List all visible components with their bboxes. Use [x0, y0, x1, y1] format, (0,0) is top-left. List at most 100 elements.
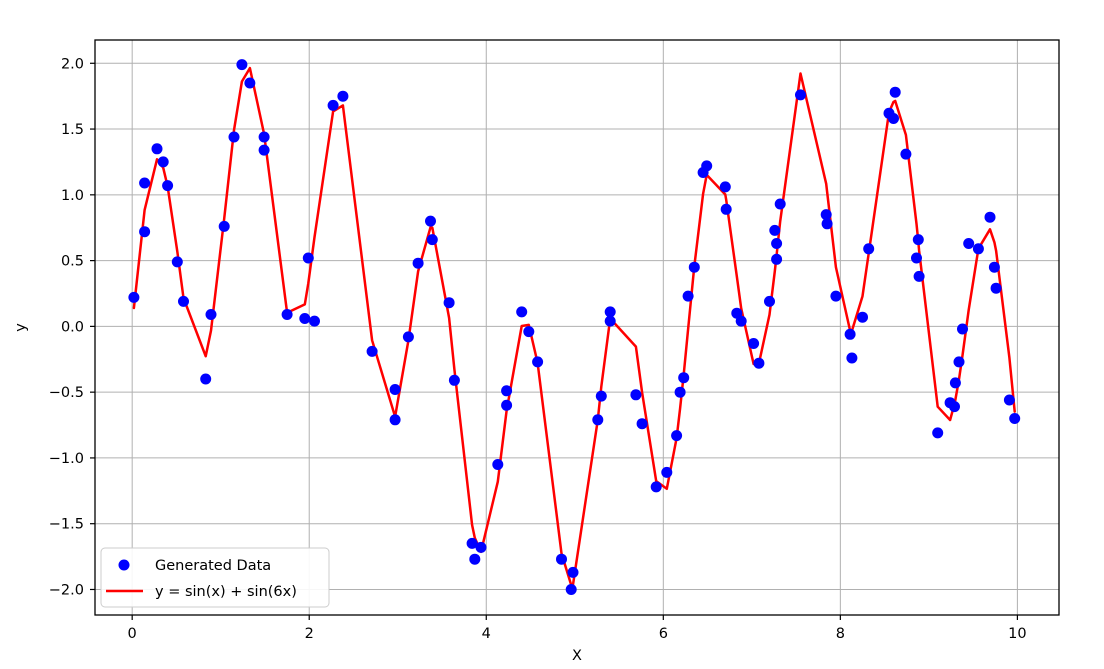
scatter-point	[604, 315, 616, 327]
scatter-point	[650, 481, 662, 493]
grid-lines	[95, 40, 1059, 615]
scatter-point	[501, 385, 513, 397]
y-tick-label: −0.5	[49, 385, 84, 401]
y-tick-label: 1.5	[61, 122, 84, 138]
scatter-point	[426, 234, 438, 246]
scatter-point	[556, 553, 567, 565]
scatter-point	[178, 295, 189, 307]
scatter-point	[820, 209, 832, 221]
x-tick-label: 10	[1008, 626, 1026, 642]
y-tick-label: −1.5	[49, 517, 84, 533]
scatter-point	[128, 291, 140, 303]
scatter-point	[984, 211, 996, 223]
legend-marker-dot	[118, 559, 130, 571]
scatter-point	[949, 401, 960, 413]
scatter-point	[735, 315, 747, 327]
scatter-point	[1009, 413, 1021, 424]
scatter-point	[661, 466, 673, 478]
scatter-point	[516, 306, 528, 318]
scatter-point	[988, 261, 1000, 273]
axes-spines	[94, 39, 1060, 616]
scatter-point	[492, 459, 504, 470]
x-tick-label: 4	[482, 626, 491, 642]
scatter-point	[218, 220, 230, 232]
scatter-point	[412, 257, 424, 269]
scatter-point	[888, 113, 899, 124]
scatter-point	[674, 386, 686, 398]
scatter-point	[846, 352, 858, 364]
y-tick-label: 0.5	[61, 254, 84, 270]
scatter-point	[501, 399, 513, 411]
x-tick-label: 2	[305, 626, 314, 642]
scatter-point	[139, 226, 151, 238]
scatter-point	[719, 181, 731, 193]
scatter-point	[469, 553, 481, 565]
scatter-point	[688, 261, 700, 273]
y-tick-label: 2.0	[61, 56, 84, 72]
scatter-point	[764, 295, 775, 307]
y-tick-label: 0.0	[61, 319, 84, 335]
y-tick-label: −1.0	[49, 451, 84, 467]
legend-entry-label: y = sin(x) + sin(6x)	[155, 584, 297, 600]
scatter-point	[771, 238, 783, 249]
scatter-point	[402, 331, 414, 343]
scatter-point	[425, 215, 436, 227]
scatter-point	[595, 390, 607, 402]
scatter-point	[953, 356, 965, 368]
scatter-point	[157, 156, 169, 168]
scatter-point	[774, 198, 786, 210]
scatter-point	[258, 131, 270, 143]
scatter-point	[604, 306, 616, 318]
scatter-point	[963, 238, 975, 249]
scatter-point	[389, 414, 401, 426]
y-axis-label: y	[13, 323, 29, 332]
scatter-point	[466, 537, 478, 549]
scatter-point	[299, 313, 311, 324]
scatter-point	[889, 86, 901, 98]
scatter-point	[337, 90, 349, 102]
scatter-point	[900, 148, 912, 160]
scatter-point	[302, 252, 314, 264]
scatter-point	[932, 427, 944, 439]
scatter-point	[366, 345, 378, 357]
scatter-point	[769, 224, 781, 236]
function-line	[132, 66, 1016, 587]
scatter-point	[701, 160, 713, 172]
scatter-point	[443, 297, 455, 309]
y-tick-label: 1.0	[61, 188, 84, 204]
y-axis: 2.0 1.5 1.0 0.5 0.0 −0.5 −1.0 −1.5 −2.0 y	[13, 56, 95, 598]
legend: Generated Data y = sin(x) + sin(6x)	[100, 547, 330, 608]
scatter-point	[957, 323, 968, 335]
scatter-point	[200, 373, 212, 385]
scatter-point	[448, 374, 460, 386]
legend-frame	[100, 547, 330, 608]
scatter-point	[753, 357, 765, 369]
scatter-point	[636, 418, 648, 430]
scatter-point	[771, 253, 783, 265]
scatter-point	[863, 243, 875, 255]
scatter-point	[327, 99, 339, 111]
scatter-point	[162, 180, 174, 192]
scatter-point	[309, 315, 320, 327]
scatter-point	[990, 282, 1002, 294]
scatter-point	[567, 566, 579, 578]
series-scatter-points	[128, 59, 1021, 595]
scatter-point	[475, 541, 487, 553]
x-tick-label: 8	[836, 626, 845, 642]
scatter-point	[244, 77, 256, 89]
scatter-point	[630, 389, 642, 401]
scatter-point	[913, 270, 925, 282]
scatter-point	[911, 252, 922, 264]
scatter-point	[972, 243, 984, 255]
scatter-point	[912, 234, 924, 246]
legend-entry-label: Generated Data	[155, 558, 271, 574]
scatter-point	[151, 143, 163, 155]
scatter-point	[1003, 394, 1015, 406]
scatter-point	[139, 177, 151, 189]
scatter-point	[389, 384, 401, 395]
scatter-point	[857, 311, 868, 323]
scatter-point	[678, 372, 690, 384]
scatter-point	[258, 144, 270, 156]
